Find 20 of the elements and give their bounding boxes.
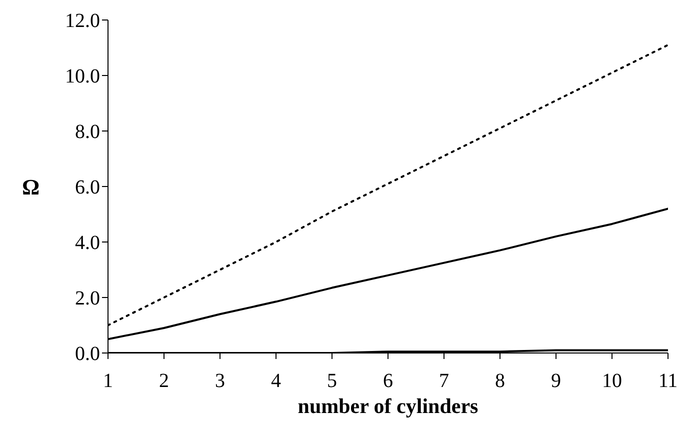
x-tick-label: 5 [327,370,337,392]
y-tick-label: 2.0 [75,288,100,310]
y-axis-title: Ω [22,174,40,200]
y-tick-label: 8.0 [75,121,100,144]
y-tick-label: 12.0 [65,10,100,32]
x-tick-label: 9 [551,370,561,392]
y-tick-label: 0.0 [75,343,100,366]
x-tick-label: 8 [495,370,505,392]
y-tick-label: 6.0 [75,176,100,199]
x-tick-label: 11 [658,370,678,392]
x-tick-label: 2 [159,370,169,392]
x-axis-title: number of cylinders [298,394,478,418]
y-tick-label: 10.0 [65,66,100,88]
x-tick-label: 1 [103,370,113,392]
x-tick-label: 10 [602,370,622,392]
y-tick-label: 4.0 [75,232,100,254]
x-tick-label: 7 [439,370,449,392]
x-tick-label: 4 [271,370,281,392]
x-tick-label: 6 [383,370,393,392]
x-tick-label: 3 [215,370,225,392]
